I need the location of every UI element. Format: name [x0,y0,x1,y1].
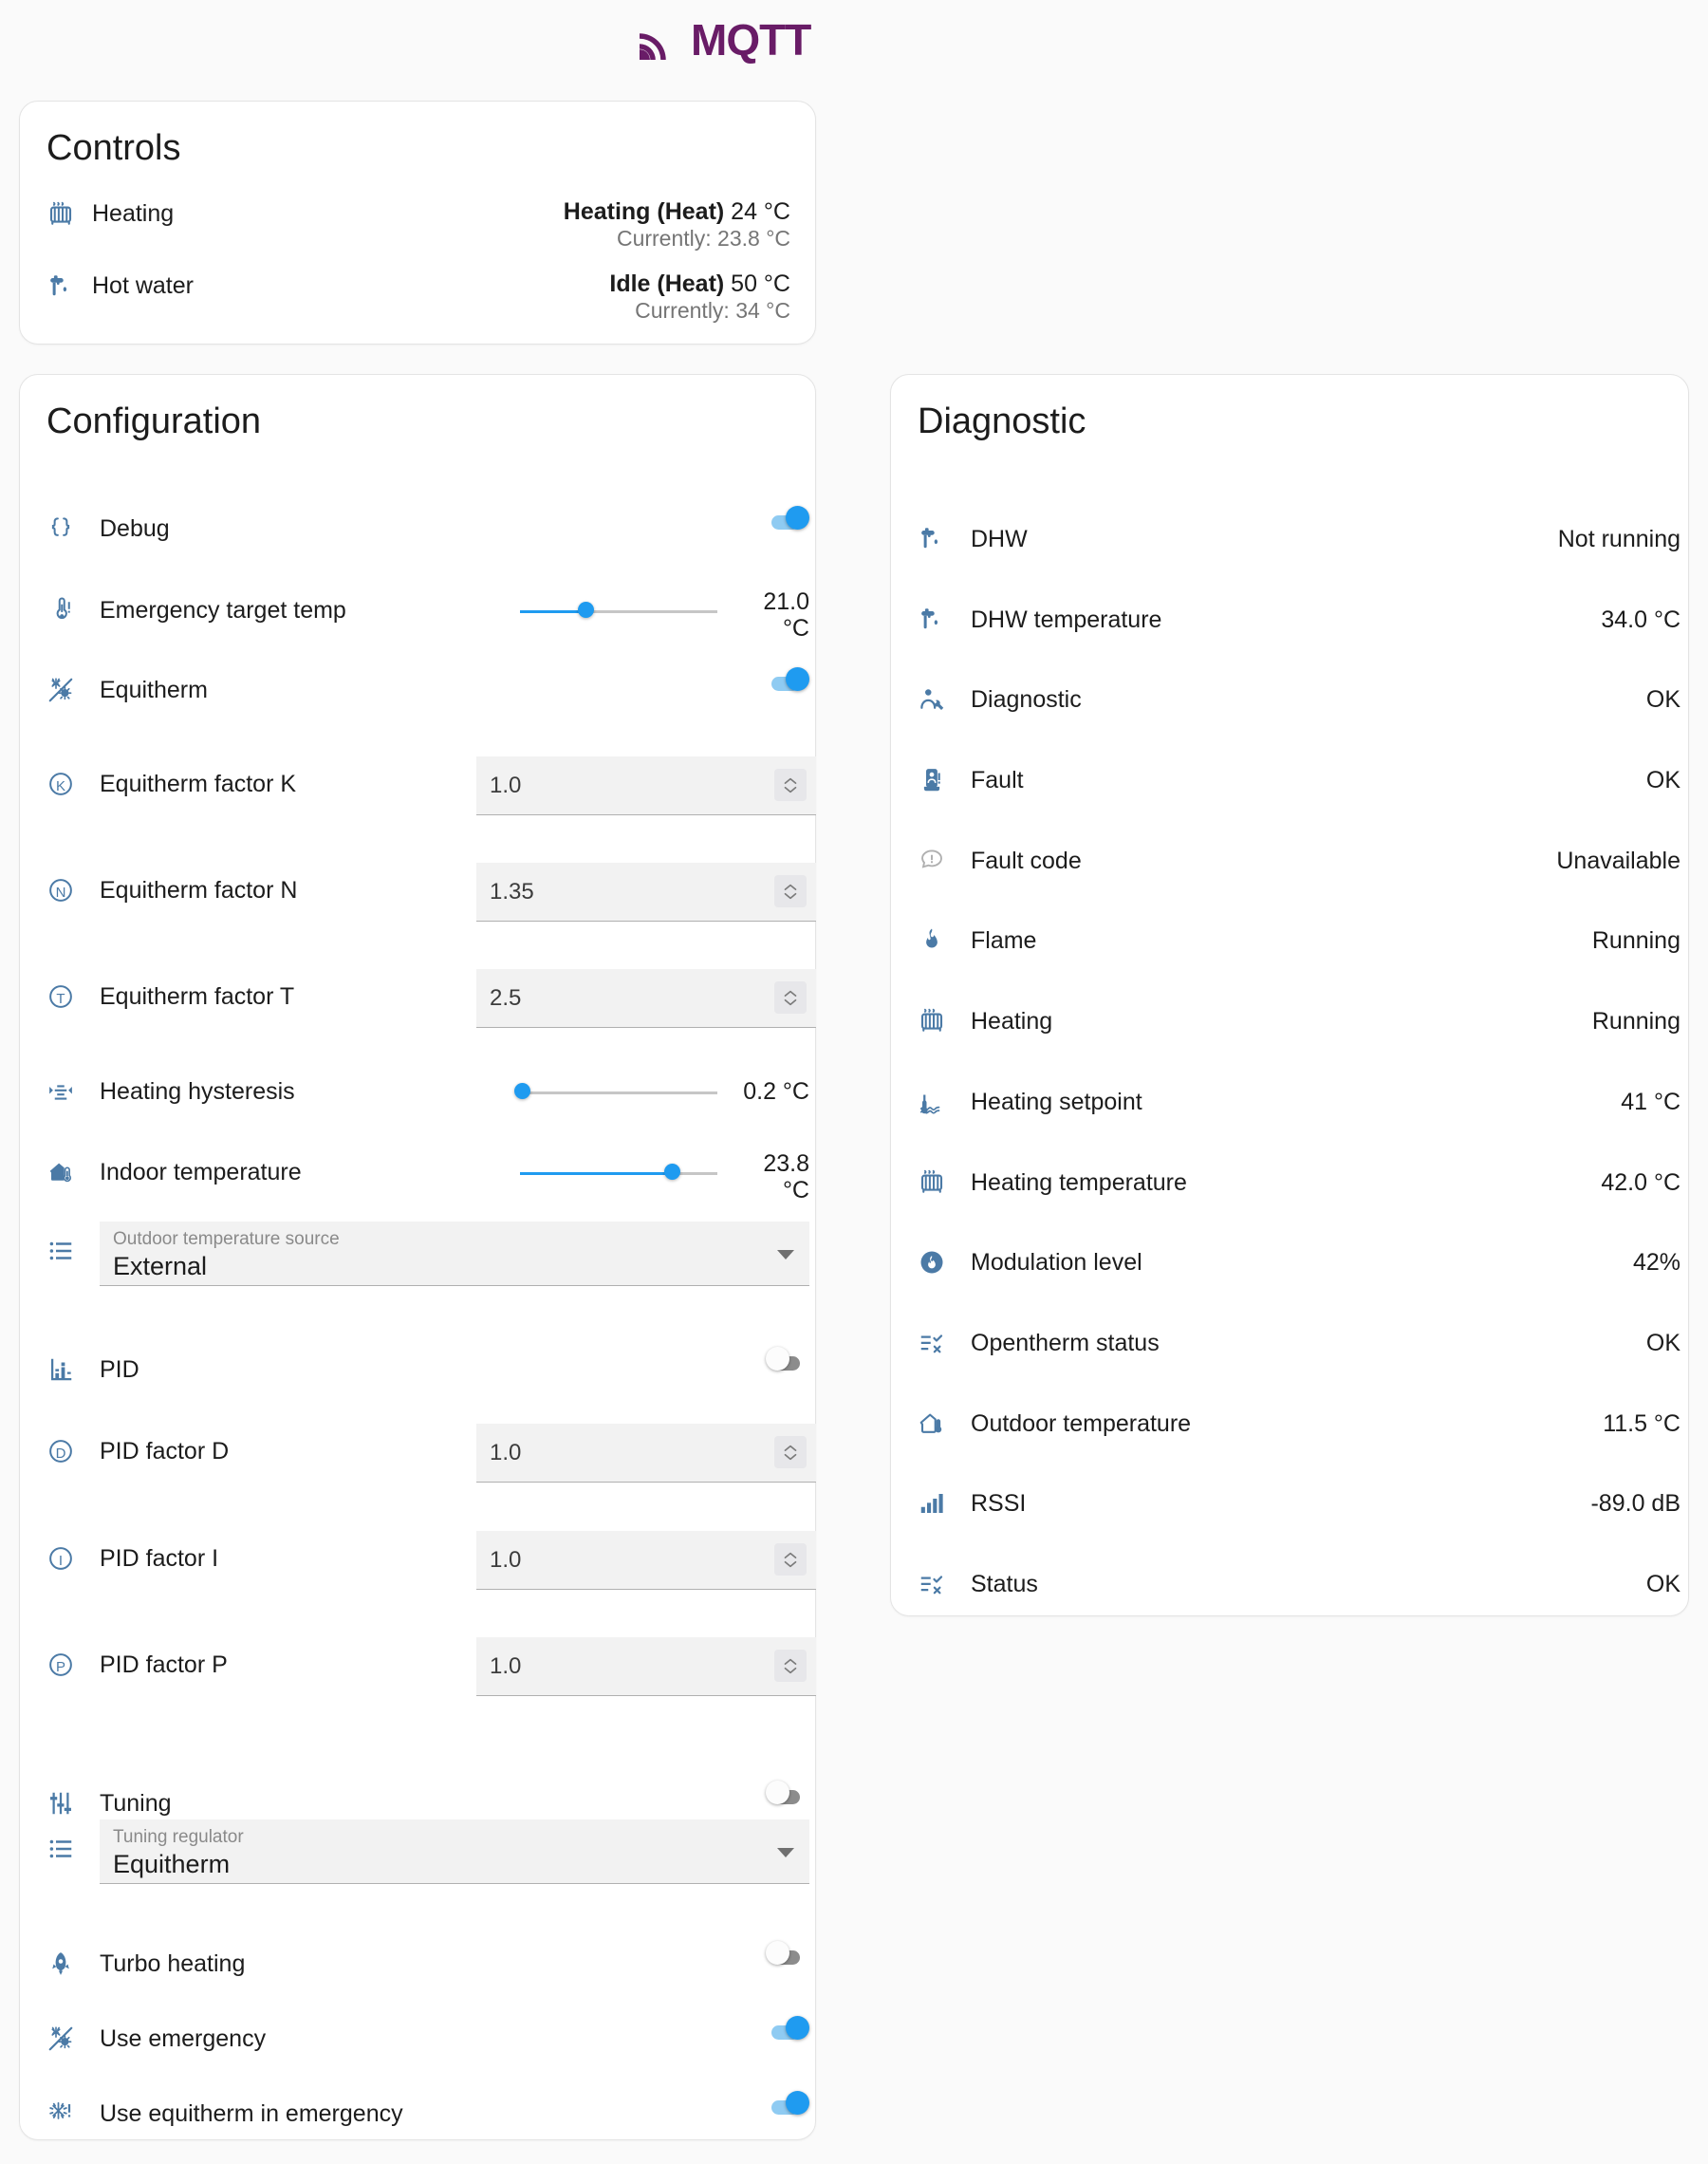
svg-text:P: P [56,1659,65,1675]
svg-text:I: I [59,1553,63,1569]
svg-text:D: D [56,1446,66,1462]
svg-text:N: N [56,885,66,901]
svg-text:T: T [56,991,65,1007]
svg-text:K: K [56,778,65,794]
